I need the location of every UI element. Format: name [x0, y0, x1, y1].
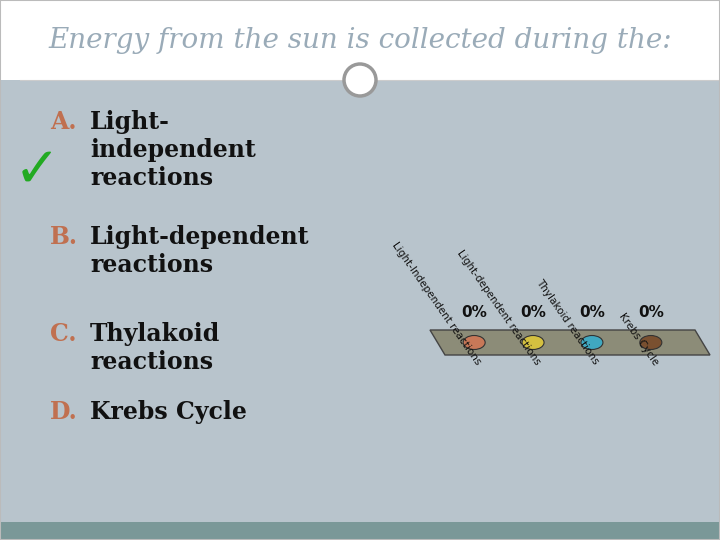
Text: 0%: 0%	[520, 305, 546, 320]
Text: Light-
independent
reactions: Light- independent reactions	[90, 110, 256, 190]
Text: Light-dependent reactions: Light-dependent reactions	[455, 248, 542, 367]
Polygon shape	[430, 330, 710, 355]
Text: ✓: ✓	[14, 145, 60, 199]
Bar	[0, 0, 720, 80]
Ellipse shape	[640, 335, 662, 349]
Text: Energy from the sun is collected during the:: Energy from the sun is collected during …	[48, 26, 672, 53]
Ellipse shape	[581, 335, 603, 349]
Circle shape	[344, 64, 376, 96]
Text: Thylakoid
reactions: Thylakoid reactions	[90, 322, 220, 374]
Text: 0%: 0%	[638, 305, 664, 320]
Text: Light-dependent
reactions: Light-dependent reactions	[90, 225, 310, 277]
Bar	[0, 80, 720, 522]
Text: 0%: 0%	[462, 305, 487, 320]
Text: D.: D.	[50, 400, 78, 424]
Ellipse shape	[522, 335, 544, 349]
Bar	[0, 522, 720, 540]
Text: Krebs Cycle: Krebs Cycle	[90, 400, 247, 424]
Text: B.: B.	[50, 225, 78, 249]
Text: Thylakoid reactions: Thylakoid reactions	[534, 278, 601, 367]
Text: A.: A.	[50, 110, 76, 134]
Text: Krebs Cycle: Krebs Cycle	[616, 311, 660, 367]
Text: Light-Independent reactions: Light-Independent reactions	[390, 240, 483, 367]
Text: 0%: 0%	[579, 305, 605, 320]
Text: C.: C.	[50, 322, 76, 346]
Ellipse shape	[463, 335, 485, 349]
